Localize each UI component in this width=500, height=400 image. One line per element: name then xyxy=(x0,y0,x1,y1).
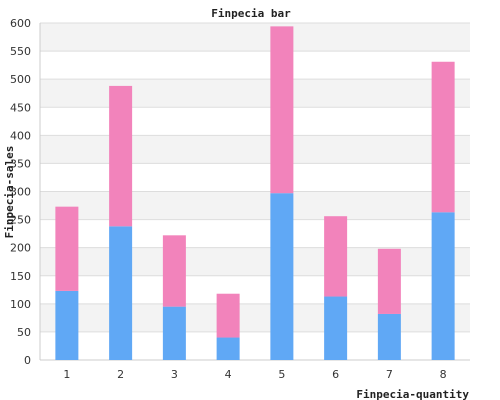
x-tick-label: 5 xyxy=(278,368,285,381)
y-tick-label: 100 xyxy=(10,298,31,311)
bar-segment-series-2-category-5 xyxy=(270,26,294,194)
x-tick-label: 3 xyxy=(171,368,178,381)
y-tick-label: 200 xyxy=(10,242,31,255)
bar-segment-series-1-category-2 xyxy=(109,226,133,360)
y-axis-ticks: 0 50 100 150 200 250 300 350 400 450 500 550 600 xyxy=(10,17,31,367)
background-band xyxy=(40,275,470,304)
x-tick-label: 4 xyxy=(225,368,232,381)
x-tick-label: 1 xyxy=(63,368,70,381)
bar-segment-series-1-category-1 xyxy=(55,290,79,360)
y-tick-label: 550 xyxy=(10,45,31,58)
y-axis-title: Finpecia-sales xyxy=(3,146,16,239)
background-band xyxy=(40,163,470,192)
background-band xyxy=(40,331,470,360)
y-tick-label: 250 xyxy=(10,214,31,227)
x-tick-label: 6 xyxy=(332,368,339,381)
bar-segment-series-2-category-7 xyxy=(377,248,401,314)
bar-segment-series-1-category-3 xyxy=(162,306,186,360)
bar-segment-series-1-category-4 xyxy=(216,337,240,360)
bar-segment-series-2-category-8 xyxy=(431,61,455,213)
bar-segment-series-1-category-6 xyxy=(324,296,348,360)
y-tick-label: 400 xyxy=(10,129,31,142)
bar-segment-series-2-category-6 xyxy=(324,216,348,297)
background-band xyxy=(40,107,470,136)
bar-segment-series-1-category-8 xyxy=(431,212,455,360)
bar-segment-series-2-category-2 xyxy=(109,85,133,227)
y-tick-label: 300 xyxy=(10,186,31,199)
x-axis-ticks: 1 2 3 4 5 6 7 8 xyxy=(63,368,446,381)
y-tick-label: 350 xyxy=(10,157,31,170)
bar-segment-series-1-category-7 xyxy=(377,313,401,360)
bar-segment-series-2-category-3 xyxy=(162,235,186,307)
y-tick-label: 450 xyxy=(10,101,31,114)
bar-segment-series-1-category-5 xyxy=(270,193,294,360)
background-band xyxy=(40,23,470,52)
y-tick-label: 150 xyxy=(10,270,31,283)
background-band xyxy=(40,51,470,80)
x-tick-label: 7 xyxy=(386,368,393,381)
bar-segment-series-2-category-4 xyxy=(216,293,240,338)
background-band xyxy=(40,191,470,220)
bars xyxy=(55,26,455,360)
background-band xyxy=(40,219,470,248)
bar-segment-series-2-category-1 xyxy=(55,206,79,291)
x-tick-label: 8 xyxy=(440,368,447,381)
y-tick-label: 500 xyxy=(10,73,31,86)
background-band xyxy=(40,79,470,108)
chart-title: Finpecia bar xyxy=(211,7,291,20)
background-band xyxy=(40,135,470,164)
x-tick-label: 2 xyxy=(117,368,124,381)
background-band xyxy=(40,247,470,276)
y-tick-label: 600 xyxy=(10,17,31,30)
y-tick-label: 50 xyxy=(17,326,31,339)
x-axis-title: Finpecia-quantity xyxy=(356,388,469,400)
background-band xyxy=(40,303,470,332)
y-tick-label: 0 xyxy=(24,354,31,367)
